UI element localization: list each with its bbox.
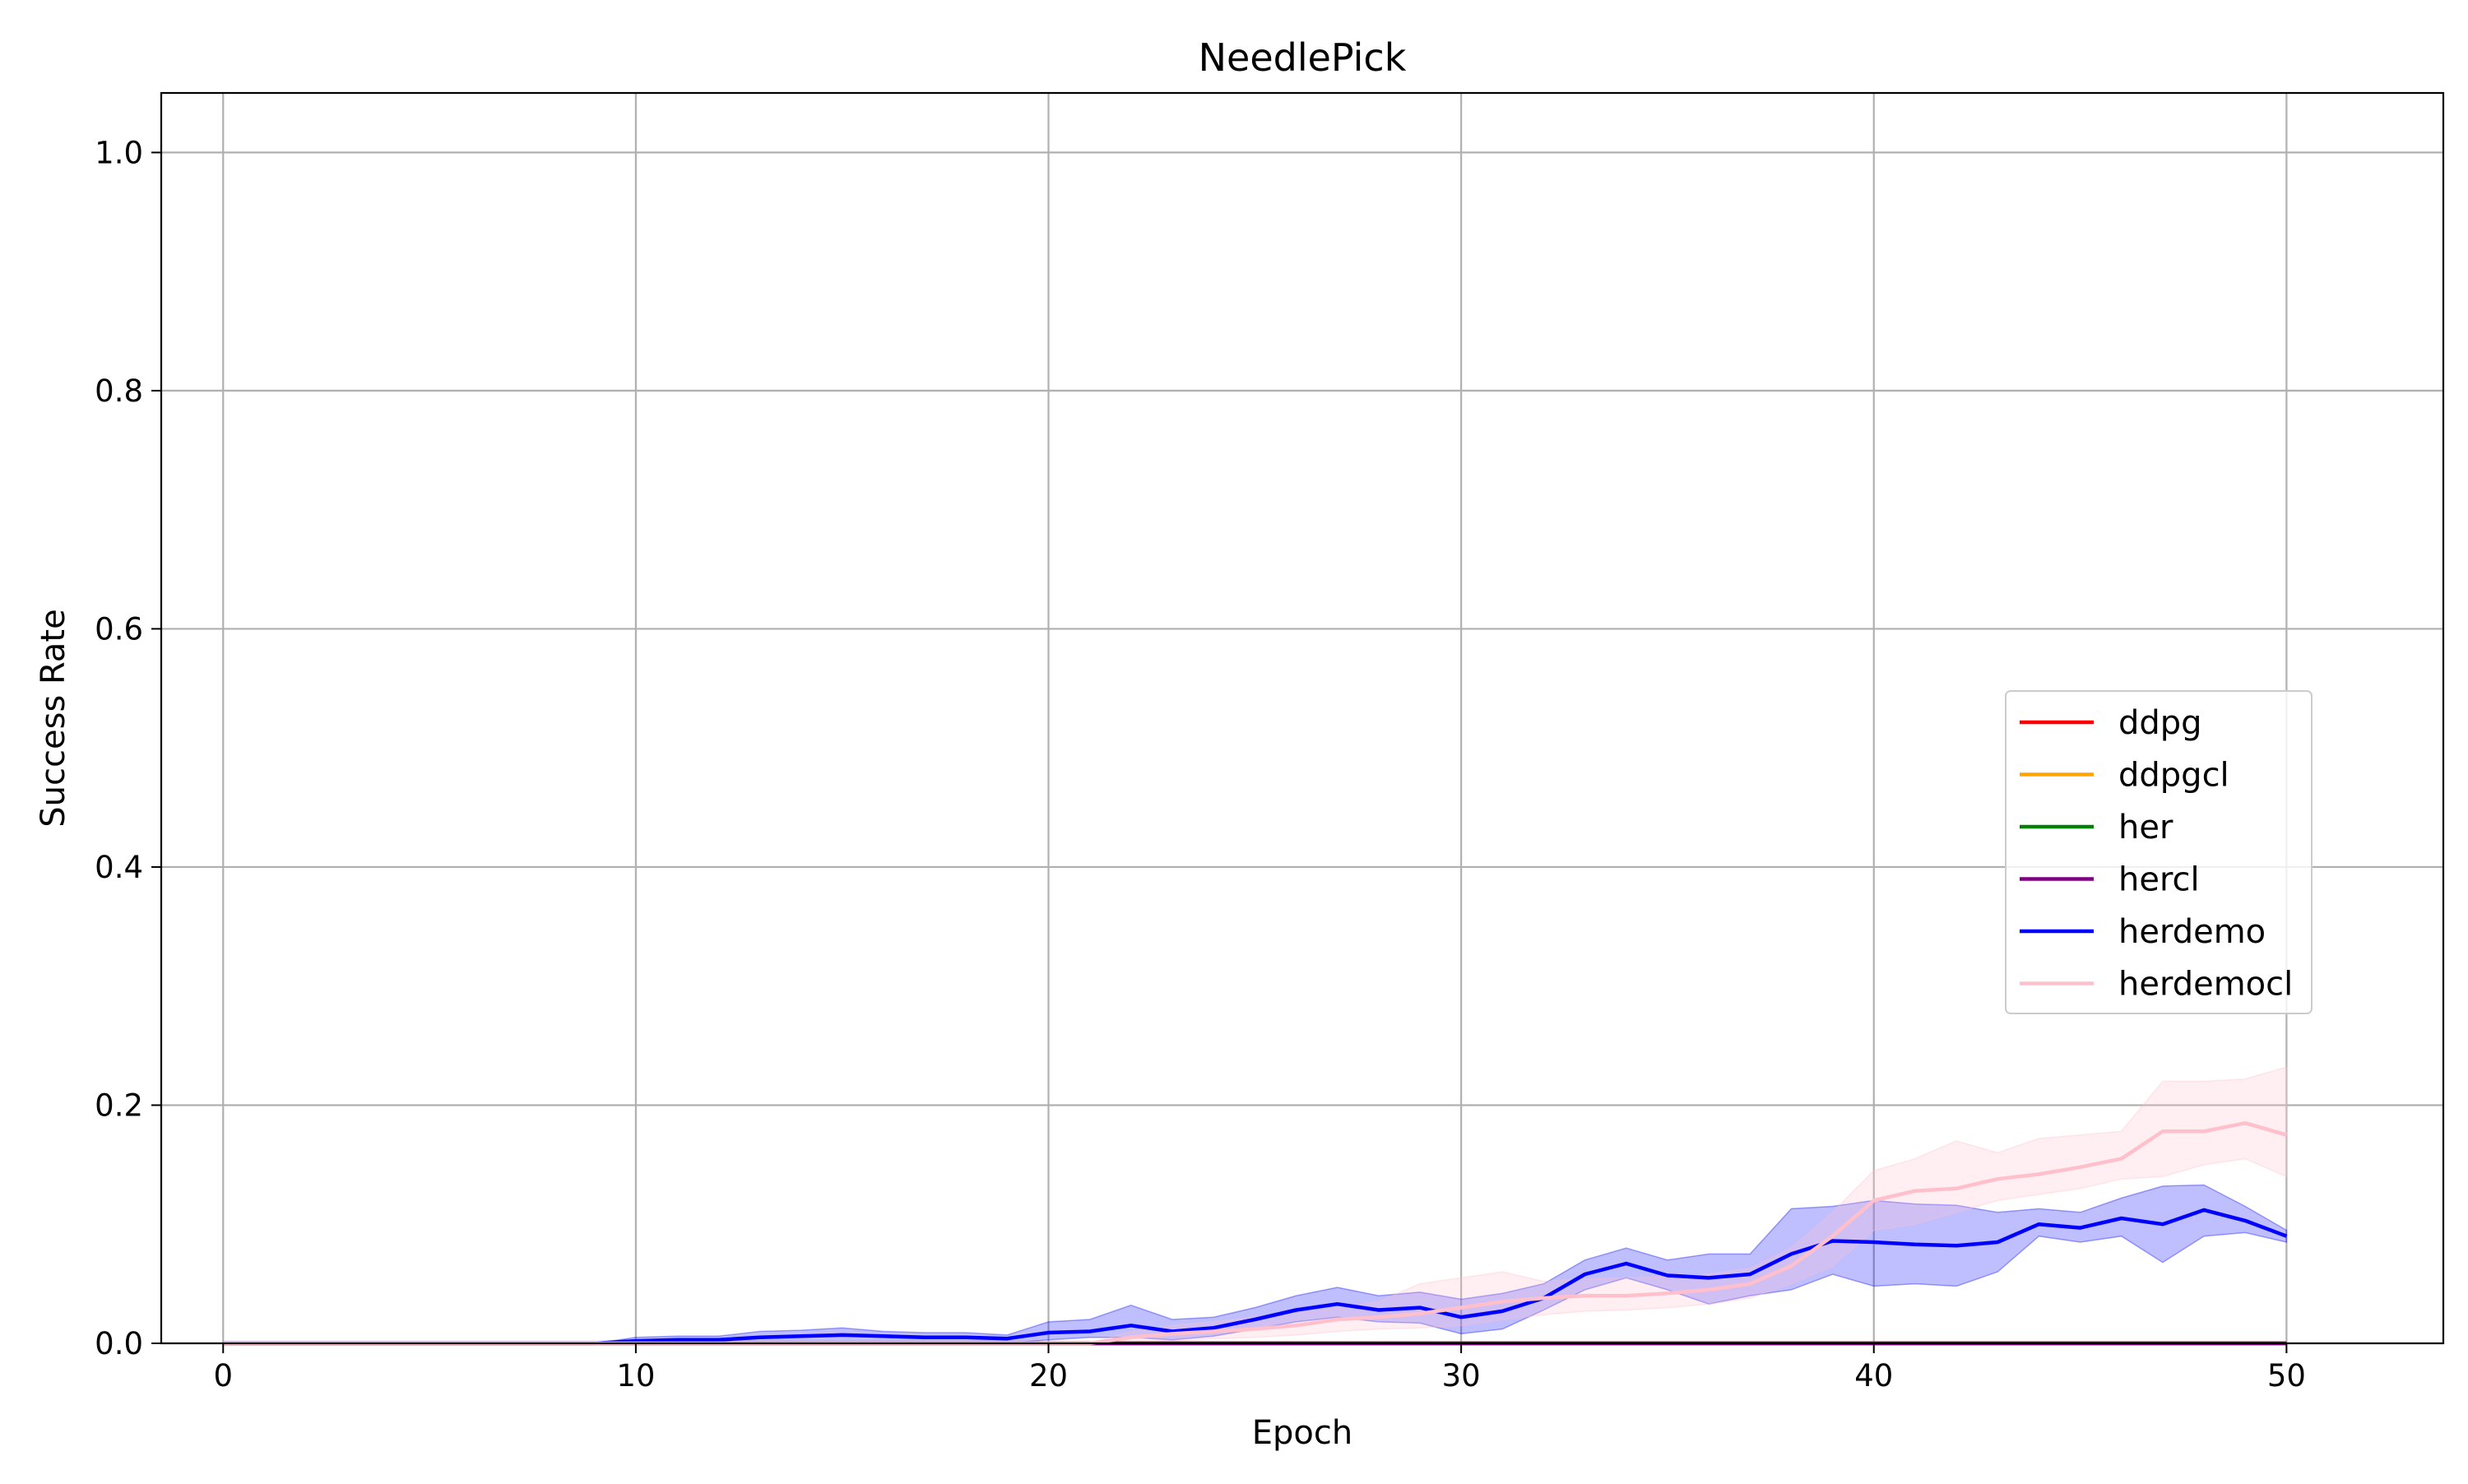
legend-label-hercl: hercl: [2118, 861, 2200, 899]
x-tick-label: 20: [1029, 1358, 1068, 1394]
y-tick-label: 0.2: [95, 1087, 143, 1123]
legend-label-ddpgcl: ddpgcl: [2118, 757, 2229, 795]
y-tick-label: 0.4: [95, 850, 143, 885]
x-tick-label: 30: [1442, 1358, 1481, 1394]
y-tick-label: 0.8: [95, 373, 143, 409]
ticks: 0 10 20 30 40 50 0.0 0.2 0.4 0.6 0.8 1.0: [95, 135, 2306, 1394]
legend: ddpg ddpgcl her hercl herdemo herdemocl: [2005, 690, 2313, 1014]
x-tick-label: 0: [213, 1358, 233, 1394]
legend-label-her: her: [2118, 809, 2173, 846]
x-tick-label: 10: [616, 1358, 655, 1394]
legend-items: ddpg ddpgcl her hercl herdemo herdemocl: [2020, 704, 2293, 1004]
legend-label-herdemocl: herdemocl: [2118, 966, 2293, 1004]
x-tick-label: 50: [2267, 1358, 2306, 1394]
legend-label-ddpg: ddpg: [2118, 704, 2202, 742]
y-tick-label: 0.6: [95, 611, 143, 647]
chart-title: NeedlePick: [1199, 35, 1407, 80]
legend-label-herdemo: herdemo: [2118, 913, 2266, 951]
x-tick-label: 40: [1854, 1358, 1893, 1394]
axes-frame: [160, 91, 2445, 1345]
y-tick-label: 1.0: [95, 135, 143, 170]
x-axis-label: Epoch: [1252, 1414, 1352, 1452]
y-tick-label: 0.0: [95, 1326, 143, 1361]
y-axis-label: Success Rate: [35, 609, 72, 827]
